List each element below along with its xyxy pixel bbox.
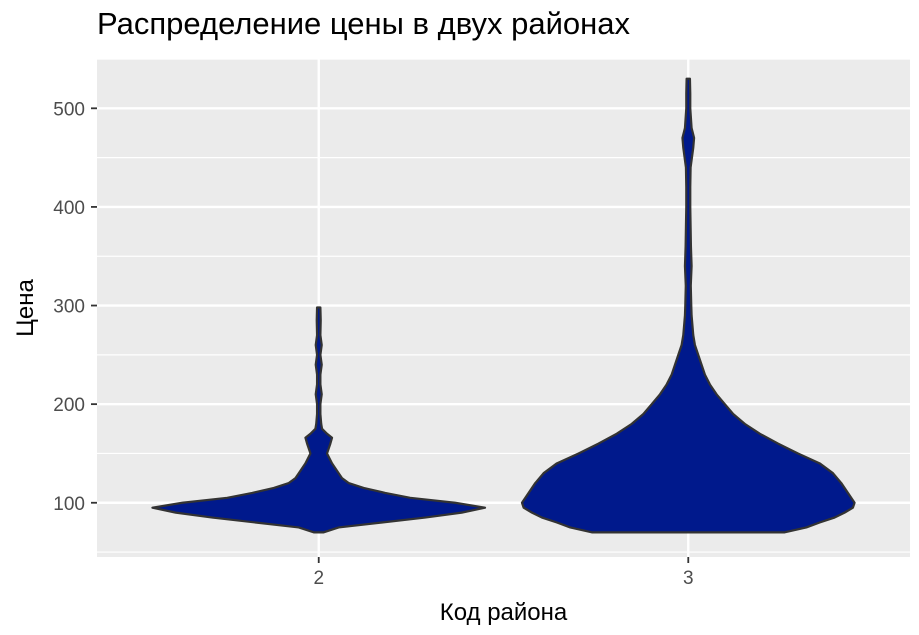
violin-3 <box>520 77 856 534</box>
y-tick-label: 300 <box>53 297 85 318</box>
x-tick-label: 2 <box>313 568 324 589</box>
chart-title: Распределение цены в двух районах <box>97 6 631 41</box>
x-axis-title: Код района <box>440 599 568 626</box>
x-tick-label: 3 <box>683 568 694 589</box>
y-axis: 100 200 300 400 500 <box>53 99 97 515</box>
minor-gridlines <box>97 58 910 553</box>
y-tick-label: 200 <box>53 395 85 416</box>
y-axis-title: Цена <box>12 278 39 336</box>
violin-group <box>151 77 856 534</box>
y-tick-label: 500 <box>53 99 85 120</box>
y-tick-label: 100 <box>53 494 85 515</box>
violin-2 <box>151 306 487 534</box>
y-tick-label: 400 <box>53 198 85 219</box>
